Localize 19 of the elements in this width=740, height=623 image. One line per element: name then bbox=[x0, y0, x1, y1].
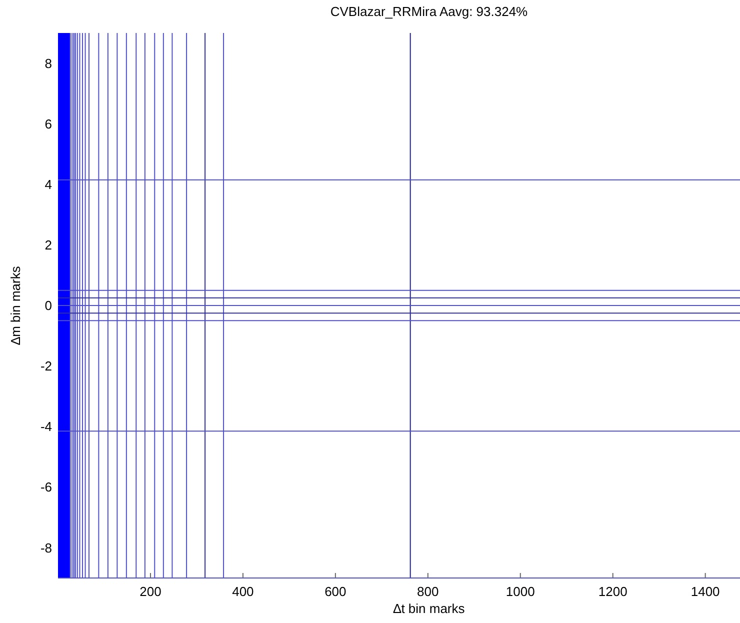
y-tick-label: 8 bbox=[44, 56, 52, 71]
x-tick-label: 600 bbox=[324, 584, 346, 599]
x-tick-label: 200 bbox=[140, 584, 162, 599]
y-tick-label: 0 bbox=[44, 298, 52, 314]
y-axis-title: ∆m bin marks bbox=[8, 266, 23, 345]
y-tick-label: -2 bbox=[40, 358, 52, 374]
x-tick-label: 400 bbox=[232, 584, 254, 599]
x-tick-label: 1000 bbox=[506, 584, 535, 599]
y-tick-label: 6 bbox=[44, 116, 52, 132]
y-tick-label: -4 bbox=[40, 419, 52, 434]
y-tick-label: 2 bbox=[44, 237, 52, 252]
y-tick-label: -6 bbox=[40, 480, 52, 495]
y-tick-label: -8 bbox=[40, 540, 52, 556]
x-axis-title: ∆t bin marks bbox=[393, 601, 466, 616]
x-tick-label: 1200 bbox=[598, 584, 628, 599]
x-tick-label: 1400 bbox=[690, 584, 720, 599]
y-tick-label: 4 bbox=[44, 176, 52, 192]
x-tick-label: 800 bbox=[417, 584, 439, 599]
chart-title: CVBlazar_RRMira Aavg: 93.324% bbox=[330, 4, 528, 19]
